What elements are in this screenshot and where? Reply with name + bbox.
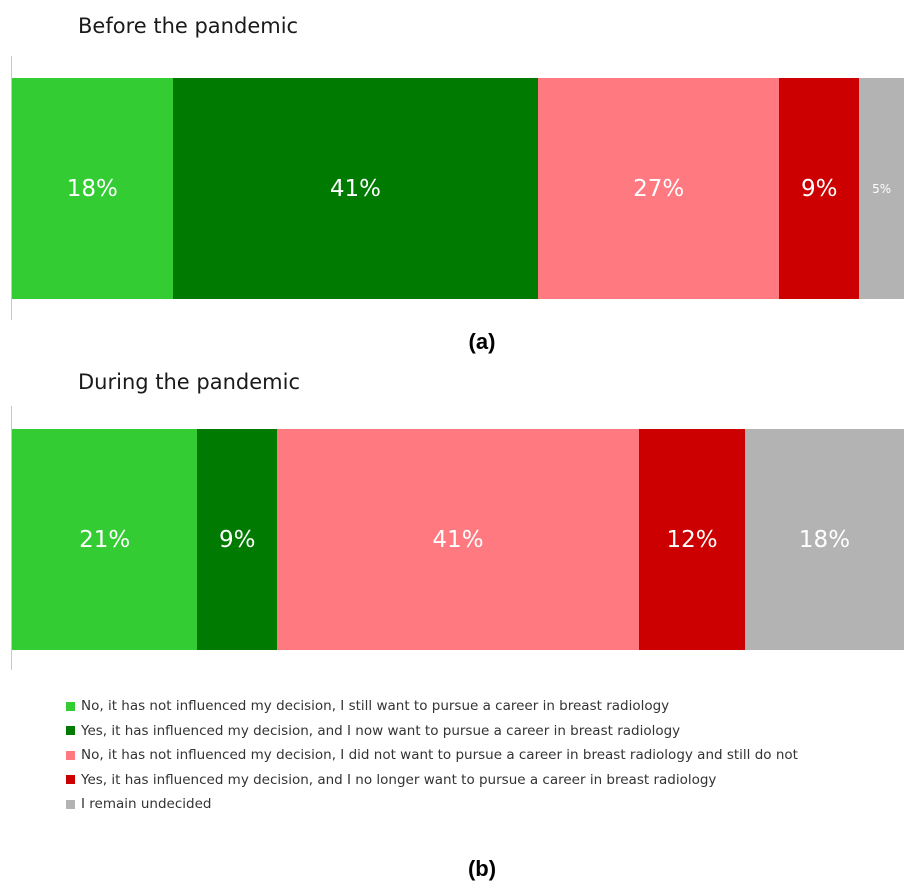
bar-segment-before-3: 9% [779, 78, 860, 299]
legend-item-3: Yes, it has influenced my decision, and … [66, 768, 798, 793]
legend-swatch [66, 726, 75, 736]
bar-segment-before-4: 5% [859, 78, 904, 299]
legend-label: No, it has not influenced my decision, I… [81, 747, 798, 764]
stacked-bar-before: 18% 41% 27% 9% 5% [12, 78, 904, 299]
bar-segment-during-0: 21% [12, 429, 198, 650]
chart-title-before: Before the pandemic [78, 14, 299, 38]
data-label: 9% [800, 175, 838, 202]
legend-label: I remain undecided [81, 796, 212, 813]
data-label: 5% [872, 181, 892, 196]
data-label: 9% [218, 526, 256, 553]
legend-swatch [66, 775, 75, 785]
legend-label: Yes, it has influenced my decision, and … [81, 722, 681, 739]
legend-swatch [66, 701, 75, 711]
legend-swatch [66, 750, 75, 760]
legend-label: No, it has not influenced my decision, I… [81, 698, 670, 715]
legend-swatch [66, 799, 75, 809]
legend-label: Yes, it has influenced my decision, and … [81, 771, 717, 788]
data-label: 41% [329, 175, 381, 202]
panel-label-a: (a) [468, 329, 496, 354]
data-label: 41% [432, 526, 484, 553]
bar-segment-during-1: 9% [197, 429, 277, 650]
data-label: 18% [798, 526, 851, 553]
chart-title-during: During the pandemic [78, 370, 300, 394]
bar-segment-before-1: 41% [172, 78, 539, 299]
legend: No, it has not influenced my decision, I… [66, 694, 798, 817]
axis-line-during [11, 406, 12, 670]
bar-segment-during-3: 12% [639, 429, 745, 650]
legend-item-2: No, it has not influenced my decision, I… [66, 743, 798, 768]
data-label: 27% [633, 175, 685, 202]
bar-segment-during-2: 41% [276, 429, 640, 650]
data-label: 18% [66, 175, 118, 202]
panel-label-b: (b) [467, 856, 497, 881]
stacked-bar-during: 21% 9% 41% 12% 18% [12, 429, 904, 650]
legend-item-0: No, it has not influenced my decision, I… [66, 694, 798, 719]
bar-segment-during-4: 18% [745, 429, 904, 650]
axis-line-before [11, 56, 12, 320]
legend-item-4: I remain undecided [66, 792, 798, 817]
data-label: 21% [79, 526, 131, 553]
legend-item-1: Yes, it has influenced my decision, and … [66, 719, 798, 744]
data-label: 12% [666, 526, 718, 553]
bar-segment-before-2: 27% [538, 78, 780, 299]
bar-segment-before-0: 18% [12, 78, 173, 299]
